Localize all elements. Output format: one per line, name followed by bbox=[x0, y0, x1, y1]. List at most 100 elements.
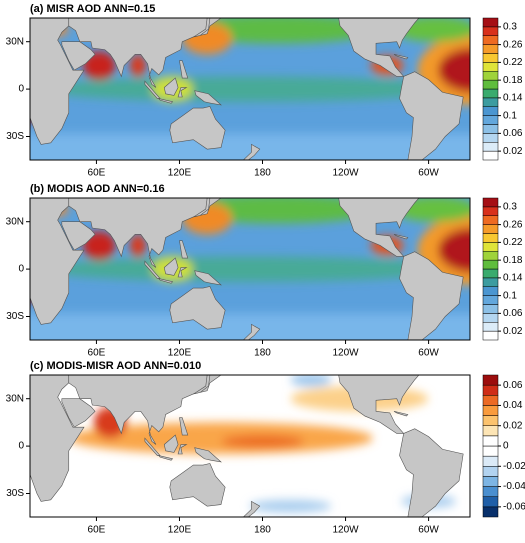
map bbox=[30, 375, 511, 517]
lat-tick-label: 0 bbox=[18, 264, 24, 275]
colorbar-box bbox=[482, 124, 499, 134]
colorbar-label: 0.22 bbox=[503, 237, 523, 248]
lat-tick-label: 30S bbox=[6, 488, 24, 499]
colorbar-box bbox=[482, 496, 499, 508]
colorbar-box bbox=[482, 79, 499, 90]
colorbar-box bbox=[482, 395, 499, 406]
panel-title: (b) MODIS AOD ANN=0.16 bbox=[30, 183, 165, 195]
colorbar-box bbox=[482, 506, 499, 518]
colorbar-box bbox=[482, 330, 499, 341]
map bbox=[30, 198, 522, 340]
colorbar-box bbox=[482, 53, 499, 63]
lon-tick-label: 60W bbox=[418, 525, 439, 536]
lon-tick-label: 120W bbox=[332, 525, 359, 536]
colorbar-box bbox=[482, 374, 499, 386]
lat-tick-label: 30N bbox=[6, 216, 24, 227]
map bbox=[30, 18, 522, 160]
colorbar-label: 0.02 bbox=[503, 146, 523, 157]
colorbar-label: 0.3 bbox=[503, 22, 517, 33]
colorbar-box bbox=[482, 26, 499, 36]
colorbar-box bbox=[482, 62, 499, 72]
lon-tick-label: 60E bbox=[88, 348, 106, 359]
lat-tick-label: 0 bbox=[18, 84, 24, 95]
colorbar-label: 0.26 bbox=[503, 219, 523, 230]
lon-tick-label: 120E bbox=[168, 348, 192, 359]
lon-tick-label: 60E bbox=[88, 168, 106, 179]
colorbar-label: 0.22 bbox=[503, 57, 523, 68]
lon-tick-label: 60E bbox=[88, 525, 106, 536]
colorbar-box bbox=[482, 233, 499, 243]
colorbar-label: 0.14 bbox=[503, 93, 523, 104]
colorbar-box bbox=[482, 384, 499, 396]
colorbar-label: 0.06 bbox=[503, 128, 523, 139]
colorbar-box bbox=[482, 466, 499, 477]
colorbar-box bbox=[482, 322, 499, 332]
colorbar-box bbox=[482, 206, 499, 216]
colorbar-box bbox=[482, 88, 499, 99]
colorbar-label: 0.3 bbox=[503, 202, 517, 213]
colorbar-box bbox=[482, 115, 499, 125]
colorbar-box bbox=[482, 251, 499, 261]
panel-title: (a) MISR AOD ANN=0.15 bbox=[30, 3, 155, 15]
colorbar-box bbox=[482, 268, 499, 279]
colorbar-box bbox=[482, 133, 499, 143]
colorbar-label: 0.14 bbox=[503, 273, 523, 284]
colorbar-box bbox=[482, 435, 499, 447]
colorbar-label: 0.04 bbox=[503, 400, 523, 411]
lon-tick-label: 60W bbox=[418, 168, 439, 179]
colorbar-box bbox=[482, 425, 499, 437]
colorbar-box bbox=[482, 242, 499, 252]
panel-title: (c) MODIS-MISR AOD ANN=0.010 bbox=[30, 360, 201, 372]
lat-tick-label: 30N bbox=[6, 393, 24, 404]
colorbar-box bbox=[482, 295, 499, 305]
colorbar-box bbox=[482, 405, 499, 416]
colorbar-label: -0.06 bbox=[503, 501, 525, 512]
colorbar-box bbox=[482, 97, 499, 107]
lat-tick-label: 30S bbox=[6, 131, 24, 142]
colorbar-label: -0.04 bbox=[503, 481, 525, 492]
colorbar-label: 0.06 bbox=[503, 308, 523, 319]
colorbar-box bbox=[482, 142, 499, 152]
lat-tick-label: 30S bbox=[6, 311, 24, 322]
lon-tick-label: 120E bbox=[168, 168, 192, 179]
colorbar-box bbox=[482, 106, 499, 116]
colorbar-box bbox=[482, 259, 499, 270]
lat-tick-label: 0 bbox=[18, 441, 24, 452]
lat-tick-label: 30N bbox=[6, 36, 24, 47]
colorbar-box bbox=[482, 71, 499, 81]
lon-tick-label: 120E bbox=[168, 525, 192, 536]
colorbar-box bbox=[482, 445, 499, 457]
colorbar-box bbox=[482, 304, 499, 314]
colorbar-box bbox=[482, 455, 499, 467]
colorbar-box bbox=[482, 277, 499, 287]
colorbar-label: 0.18 bbox=[503, 255, 523, 266]
colorbar-box bbox=[482, 197, 499, 208]
colorbar-box bbox=[482, 476, 499, 487]
colorbar-label: 0.18 bbox=[503, 75, 523, 86]
lon-tick-label: 120W bbox=[332, 348, 359, 359]
lon-tick-label: 180 bbox=[254, 348, 271, 359]
colorbar-label: 0.26 bbox=[503, 39, 523, 50]
colorbar-box bbox=[482, 44, 499, 54]
colorbar-box bbox=[482, 150, 499, 161]
colorbar-label: 0.02 bbox=[503, 420, 523, 431]
colorbar-box bbox=[482, 286, 499, 296]
lon-tick-label: 180 bbox=[254, 525, 271, 536]
colorbar-box bbox=[482, 486, 499, 497]
colorbar-box bbox=[482, 415, 499, 426]
colorbar-label: 0.1 bbox=[503, 290, 517, 301]
colorbar-box bbox=[482, 313, 499, 323]
colorbar-label: -0.02 bbox=[503, 461, 525, 472]
lon-tick-label: 60W bbox=[418, 348, 439, 359]
colorbar-box bbox=[482, 215, 499, 225]
colorbar-label: 0.02 bbox=[503, 326, 523, 337]
colorbar-box bbox=[482, 224, 499, 234]
colorbar-label: 0 bbox=[503, 441, 509, 452]
lon-tick-label: 120W bbox=[332, 168, 359, 179]
colorbar-box bbox=[482, 35, 499, 45]
colorbar-box bbox=[482, 17, 499, 28]
lon-tick-label: 180 bbox=[254, 168, 271, 179]
colorbar-label: 0.1 bbox=[503, 110, 517, 121]
colorbar-label: 0.06 bbox=[503, 380, 523, 391]
